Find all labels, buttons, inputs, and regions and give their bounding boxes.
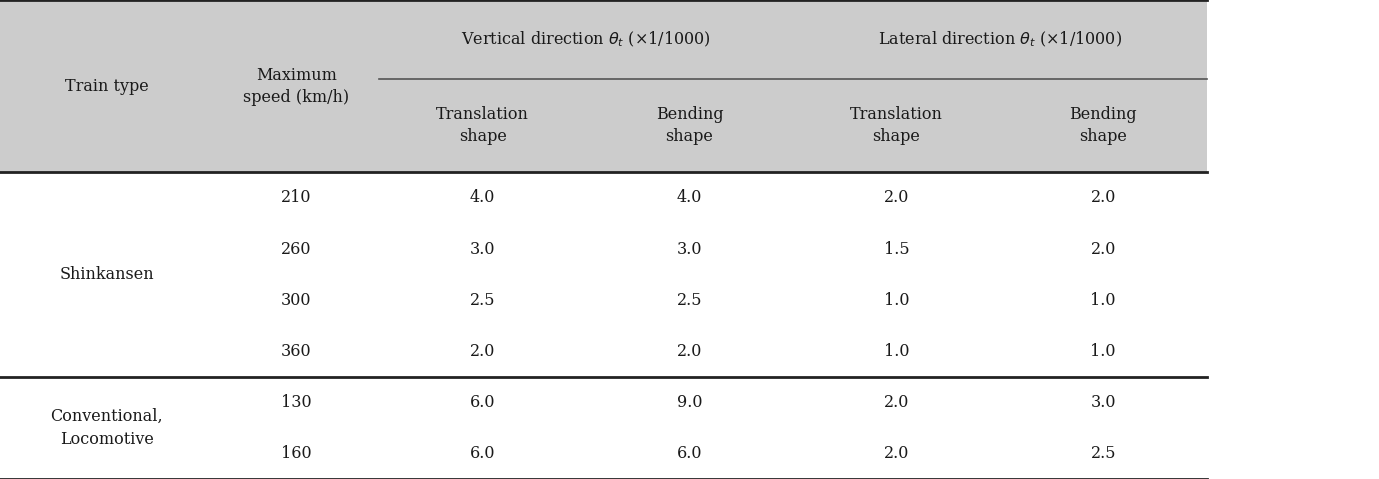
Bar [1000, 79, 1207, 172]
Text: 1.0: 1.0 [1091, 343, 1116, 360]
Bar [379, 79, 586, 172]
Text: Conventional,
Locomotive: Conventional, Locomotive [51, 408, 163, 447]
Text: 6.0: 6.0 [470, 394, 495, 411]
Text: 2.0: 2.0 [677, 343, 702, 360]
Text: 2.5: 2.5 [1091, 445, 1116, 462]
Bar [0, 377, 214, 479]
Text: Maximum
speed (km/h): Maximum speed (km/h) [244, 67, 349, 106]
Text: 2.0: 2.0 [470, 343, 495, 360]
Text: 2.0: 2.0 [1091, 240, 1116, 258]
Bar [0, 172, 214, 377]
Text: Vertical direction $\theta_t$ (×1/1000): Vertical direction $\theta_t$ (×1/1000) [461, 30, 712, 49]
Bar [586, 79, 793, 172]
Text: 2.5: 2.5 [470, 292, 495, 308]
Text: 2.5: 2.5 [677, 292, 702, 308]
Text: 4.0: 4.0 [677, 190, 702, 206]
Bar [214, 0, 379, 172]
Text: 160: 160 [281, 445, 312, 462]
Text: Bending
shape: Bending shape [655, 106, 724, 145]
Text: 3.0: 3.0 [1091, 394, 1116, 411]
Text: Train type: Train type [65, 78, 149, 95]
Bar [379, 0, 793, 79]
Text: Shinkansen: Shinkansen [59, 266, 154, 283]
Text: Lateral direction $\theta_t$ (×1/1000): Lateral direction $\theta_t$ (×1/1000) [877, 30, 1123, 49]
Text: 1.5: 1.5 [884, 240, 909, 258]
Text: Translation
shape: Translation shape [849, 106, 943, 145]
Text: Bending
shape: Bending shape [1069, 106, 1138, 145]
Bar [793, 0, 1207, 79]
Bar [0, 0, 214, 172]
Text: 2.0: 2.0 [884, 445, 909, 462]
Text: 3.0: 3.0 [470, 240, 495, 258]
Text: 130: 130 [281, 394, 312, 411]
Text: 2.0: 2.0 [884, 190, 909, 206]
Text: 1.0: 1.0 [1091, 292, 1116, 308]
Text: 2.0: 2.0 [1091, 190, 1116, 206]
Text: 6.0: 6.0 [470, 445, 495, 462]
Text: 260: 260 [281, 240, 312, 258]
Text: 1.0: 1.0 [884, 292, 909, 308]
Text: 3.0: 3.0 [677, 240, 702, 258]
Text: 4.0: 4.0 [470, 190, 495, 206]
Bar [0, 0, 1207, 172]
Text: 9.0: 9.0 [677, 394, 702, 411]
Text: Translation
shape: Translation shape [436, 106, 530, 145]
Text: 300: 300 [281, 292, 312, 308]
Text: 1.0: 1.0 [884, 343, 909, 360]
Bar [0, 172, 1207, 479]
Text: 6.0: 6.0 [677, 445, 702, 462]
Text: 360: 360 [281, 343, 312, 360]
Text: 210: 210 [281, 190, 312, 206]
Bar [793, 79, 1000, 172]
Text: 2.0: 2.0 [884, 394, 909, 411]
